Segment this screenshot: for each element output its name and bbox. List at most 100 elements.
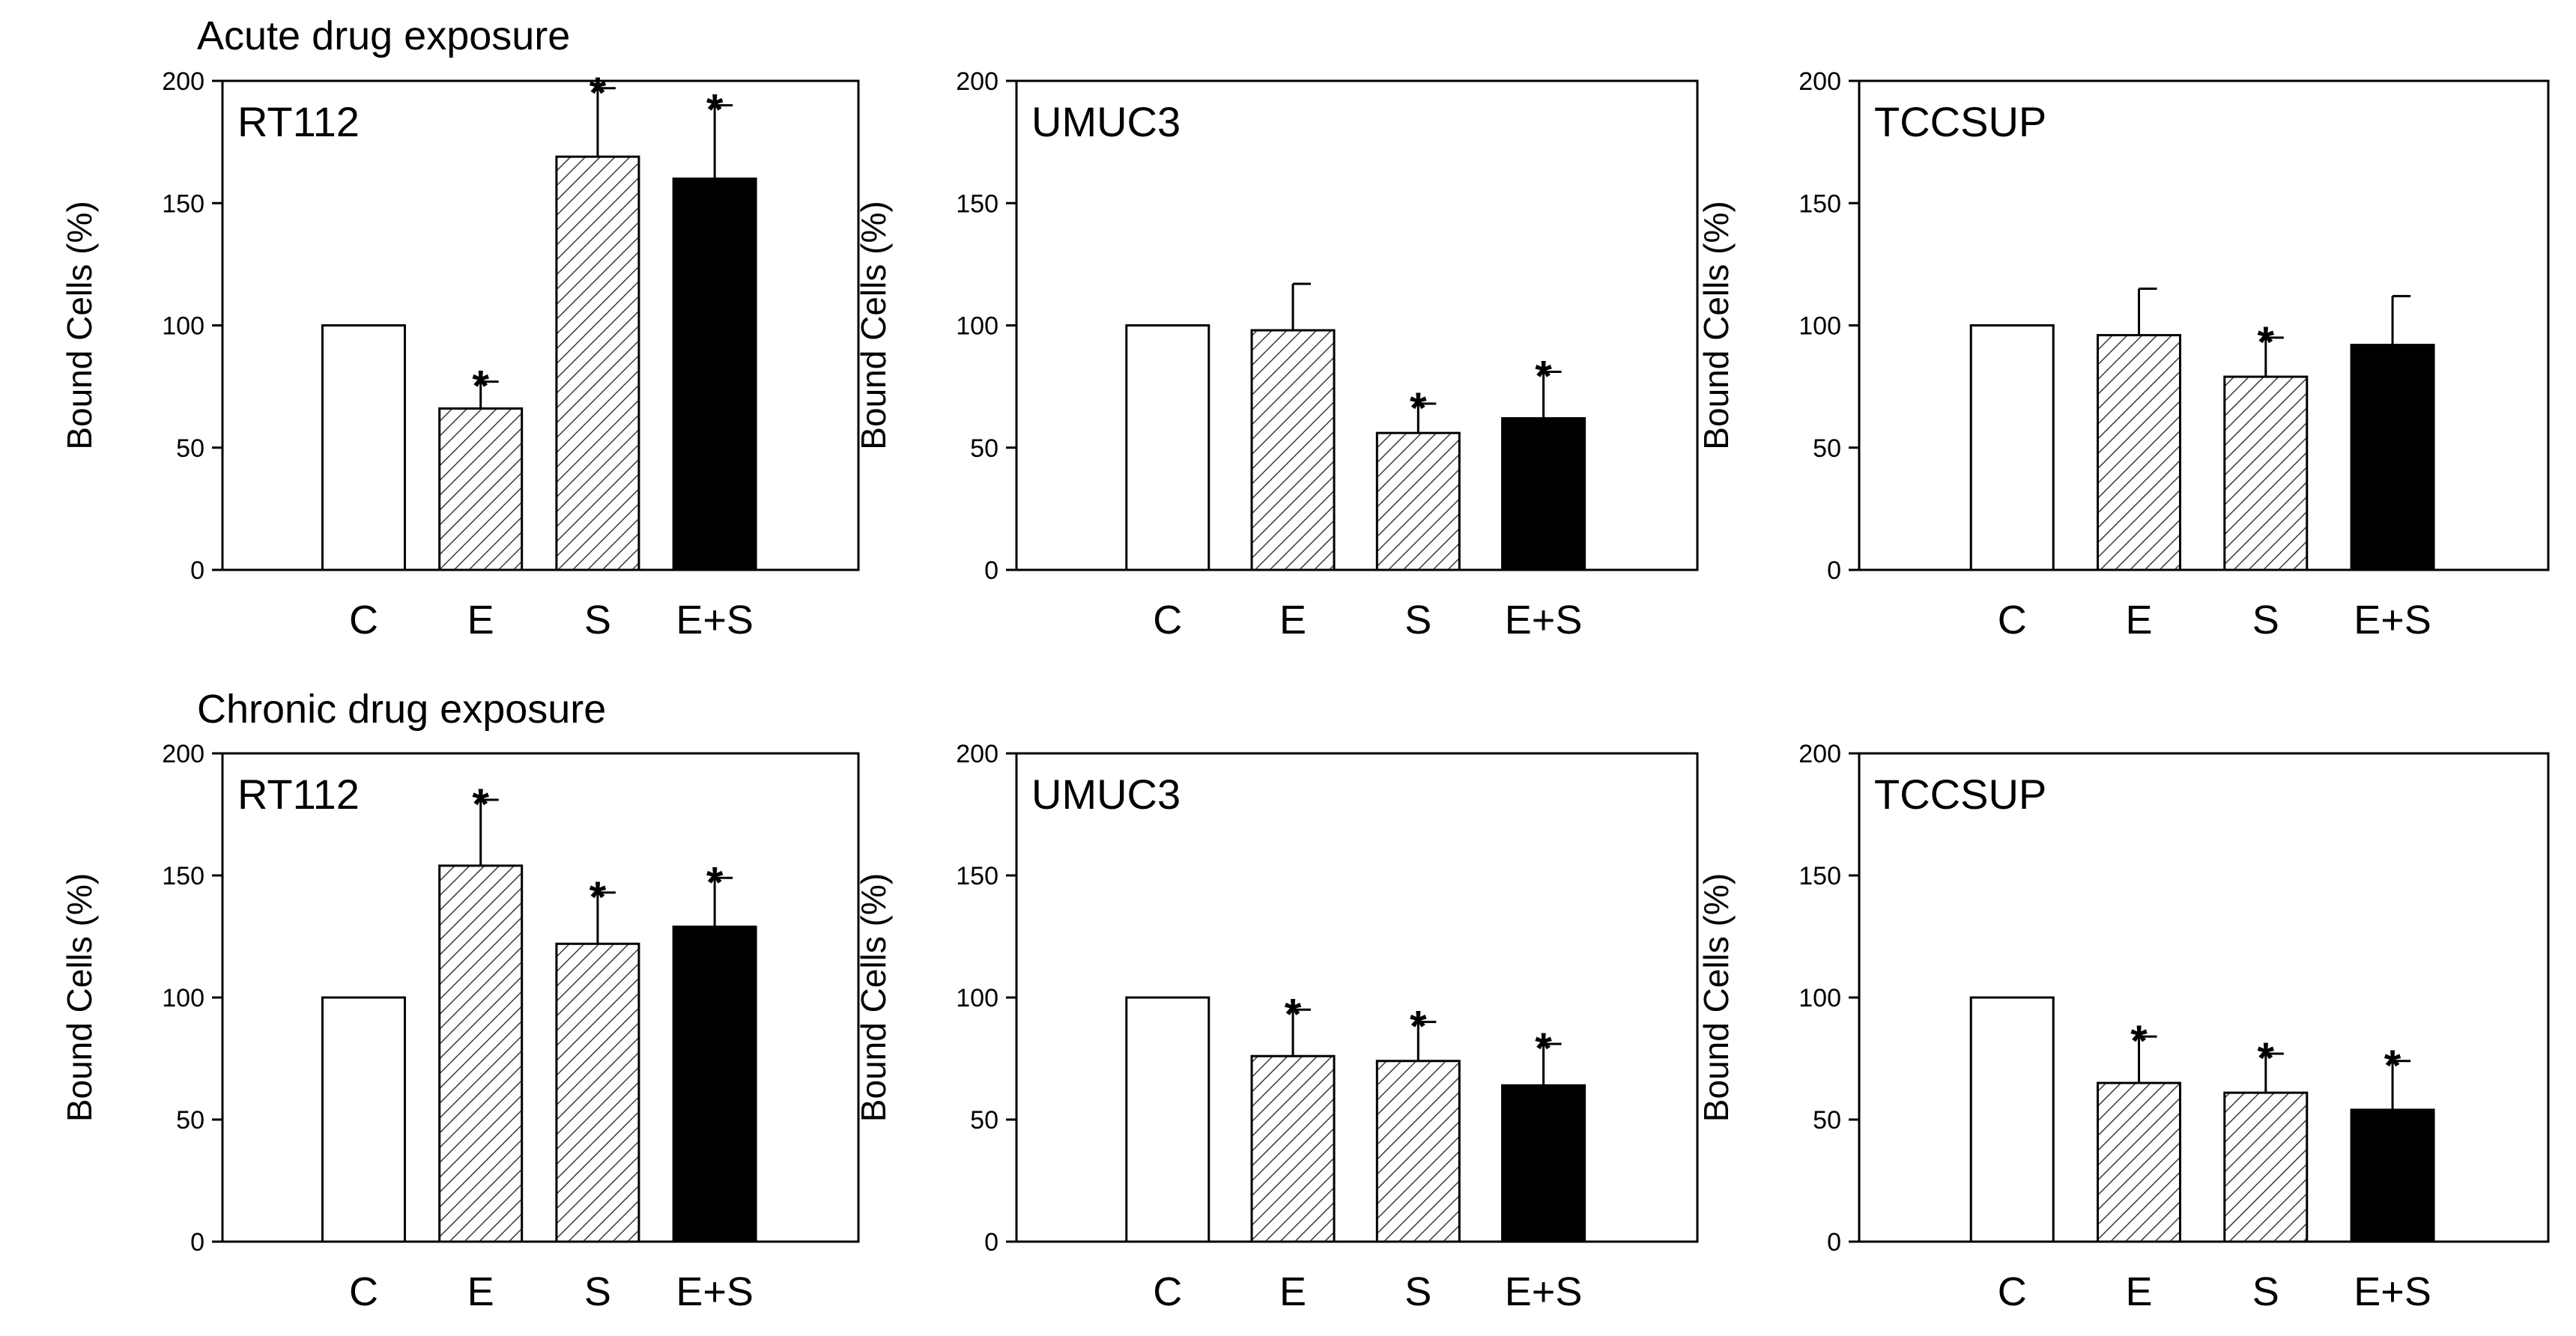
bar-s <box>2223 375 2309 571</box>
panel-acute-rt112: 0 50 100 150 200 Bound Cells (%) RT112 C * E * S * E+… <box>60 67 860 643</box>
panel-title: TCCSUP <box>1874 771 2046 818</box>
panel-chronic-tccsup: 0 50 100 150 200 Bound Cells (%) TCCSUP C * E * S * E… <box>1697 740 2550 1314</box>
significance-star-epluss: * <box>706 86 724 135</box>
bar-c <box>321 324 406 571</box>
significance-star-epluss: * <box>2384 1042 2401 1090</box>
bar-c <box>1969 996 2055 1243</box>
y-tick-label: 200 <box>1798 67 1841 96</box>
y-tick-label: 50 <box>1813 434 1841 463</box>
x-category-label: E+S <box>2354 598 2431 643</box>
significance-star-s: * <box>590 873 607 922</box>
x-category-label: S <box>1404 1269 1431 1314</box>
bar-e <box>2097 1081 2182 1243</box>
x-category-label: E <box>2126 1269 2153 1314</box>
bar-e <box>1250 329 1336 571</box>
y-tick-label: 50 <box>1813 1106 1841 1135</box>
y-tick-label: 100 <box>1798 312 1841 341</box>
plot-frame <box>1015 752 1699 1243</box>
x-category-label: E <box>2126 598 2153 643</box>
plot-frame <box>221 79 860 571</box>
x-category-label: E <box>1279 598 1306 643</box>
plot-frame <box>1858 752 2550 1243</box>
y-tick-label: 150 <box>1798 189 1841 218</box>
significance-star-s: * <box>1410 1003 1427 1051</box>
y-tick-label: 0 <box>190 1228 204 1257</box>
x-category-label: E+S <box>676 1269 754 1314</box>
y-axis-label: Bound Cells (%) <box>60 201 99 449</box>
significance-star-epluss: * <box>1535 353 1552 401</box>
y-tick-label: 0 <box>190 556 204 585</box>
y-tick-label: 200 <box>162 67 204 96</box>
significance-star-e: * <box>1285 990 1302 1039</box>
bar-s <box>1375 1060 1461 1243</box>
bar-epluss <box>1501 1084 1586 1243</box>
y-tick-label: 50 <box>970 434 998 463</box>
x-category-label: C <box>1998 598 2027 643</box>
x-category-label: E+S <box>676 598 754 643</box>
y-tick-label: 200 <box>162 740 204 768</box>
x-category-label: C <box>1998 1269 2027 1314</box>
significance-star-e: * <box>2130 1017 2148 1066</box>
bar-c <box>1125 996 1210 1243</box>
y-tick-label: 200 <box>1798 740 1841 768</box>
row-title-chronic: Chronic drug exposure <box>197 687 606 732</box>
y-tick-label: 50 <box>176 1106 204 1135</box>
plot-frame <box>221 752 860 1243</box>
panel-title: UMUC3 <box>1031 771 1181 818</box>
significance-star-s: * <box>590 69 607 118</box>
y-tick-label: 100 <box>162 312 204 341</box>
y-tick-label: 100 <box>956 312 998 341</box>
panel-chronic-umuc3: 0 50 100 150 200 Bound Cells (%) UMUC3 C * E * S * E+… <box>854 740 1699 1314</box>
bar-s <box>555 942 640 1243</box>
x-category-label: S <box>1404 598 1431 643</box>
y-tick-label: 100 <box>956 984 998 1012</box>
x-category-label: E <box>467 1269 494 1314</box>
bar-e <box>2097 334 2182 571</box>
chart-panels: 0 50 100 150 200 Bound Cells (%) RT112 C * E * S * E+… <box>60 67 2550 1314</box>
panel-title: RT112 <box>237 771 360 818</box>
y-axis-label: Bound Cells (%) <box>60 873 99 1122</box>
y-tick-label: 200 <box>956 67 998 96</box>
x-category-label: C <box>349 598 378 643</box>
significance-star-s: * <box>2258 1034 2275 1083</box>
y-tick-label: 0 <box>1827 556 1841 585</box>
significance-star-e: * <box>472 780 489 829</box>
bar-s <box>555 155 640 571</box>
bar-c <box>321 996 406 1243</box>
bar-c <box>1969 324 2055 571</box>
plot-frame <box>1015 79 1699 571</box>
panel-chronic-rt112: 0 50 100 150 200 Bound Cells (%) RT112 C * E * S * E+… <box>60 740 860 1314</box>
x-category-label: E+S <box>2354 1269 2431 1314</box>
y-axis-label: Bound Cells (%) <box>854 201 893 449</box>
panel-acute-umuc3: 0 50 100 150 200 Bound Cells (%) UMUC3 C E * S * E+S <box>854 67 1699 643</box>
bar-c <box>1125 324 1210 571</box>
significance-star-e: * <box>472 362 489 411</box>
x-category-label: S <box>584 1269 611 1314</box>
y-tick-label: 0 <box>984 1228 998 1257</box>
x-category-label: C <box>1153 598 1182 643</box>
plot-frame <box>1858 79 2550 571</box>
bar-epluss <box>672 177 757 571</box>
bar-s <box>2223 1091 2309 1243</box>
significance-star-s: * <box>2258 318 2275 367</box>
bar-epluss <box>2350 344 2435 571</box>
y-tick-label: 150 <box>1798 862 1841 890</box>
row-title-acute: Acute drug exposure <box>197 13 570 58</box>
x-category-label: E <box>467 598 494 643</box>
y-tick-label: 100 <box>1798 984 1841 1012</box>
bar-epluss <box>672 925 757 1243</box>
x-category-label: S <box>2252 598 2279 643</box>
x-category-label: E+S <box>1505 598 1583 643</box>
y-axis-label: Bound Cells (%) <box>1697 873 1736 1122</box>
x-category-label: C <box>1153 1269 1182 1314</box>
panel-title: RT112 <box>237 98 360 145</box>
y-tick-label: 100 <box>162 984 204 1012</box>
y-tick-label: 150 <box>956 189 998 218</box>
x-category-label: C <box>349 1269 378 1314</box>
bar-e <box>1250 1054 1336 1243</box>
significance-star-epluss: * <box>706 858 724 907</box>
y-tick-label: 50 <box>970 1106 998 1135</box>
bar-epluss <box>2350 1108 2435 1243</box>
y-tick-label: 200 <box>956 740 998 768</box>
